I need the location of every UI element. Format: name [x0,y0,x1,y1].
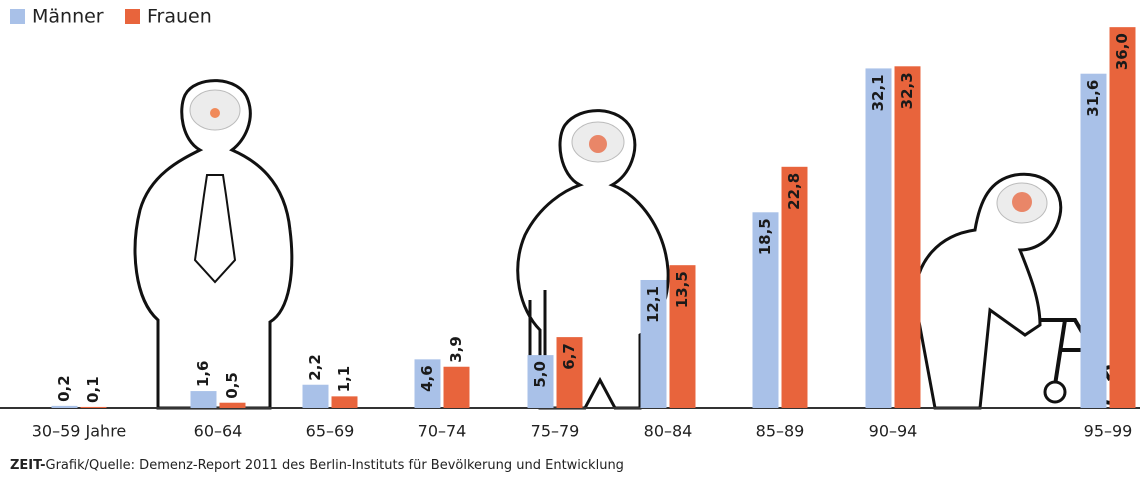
value-label: 32,3 [898,72,916,109]
source-prefix: ZEIT- [10,458,46,473]
bar [80,406,107,408]
value-label: 22,8 [785,173,803,210]
x-tick-label: 65–69 [306,422,355,441]
source-text: Grafik/Quelle: Demenz-Report 2011 des Be… [46,458,624,473]
bar [219,402,246,408]
value-label: 0,1 [84,376,102,403]
brain-spot [589,135,607,153]
value-label: 1,6 [194,360,212,387]
bar [781,166,808,408]
bar [331,396,358,408]
bar [865,68,892,409]
brain-spot [210,108,220,118]
x-tick-label: 85–89 [756,422,805,441]
value-label: 12,1 [644,286,662,323]
bar [669,265,696,408]
bar [51,405,78,408]
brain-spot [1012,192,1032,212]
value-label: 1,1 [335,366,353,393]
bar [894,66,921,409]
value-label: 31,6 [1084,80,1102,117]
x-tick-label: 90–94 [869,422,918,441]
x-tick-label: 80–84 [644,422,693,441]
x-tick-label: 75–79 [531,422,580,441]
bar [752,212,779,408]
bar [443,366,470,408]
x-tick-label: 30–59 Jahre [32,422,127,441]
walker-wheel [1043,380,1067,404]
x-tick-label: 95–99 [1084,422,1133,441]
legend-label: Männer [32,6,104,28]
bar [1080,73,1107,408]
bar [190,391,217,408]
legend-swatch [125,9,140,24]
bar [414,359,441,408]
value-label: 3,9 [447,336,465,363]
legend-label: Frauen [147,6,212,28]
value-label: 6,7 [560,343,578,370]
figure-oldest [913,172,1063,410]
value-label: 18,5 [756,218,774,255]
value-label: 0,2 [55,375,73,402]
value-label: 13,5 [673,271,691,308]
tie [193,174,237,284]
value-label: 2,2 [306,354,324,381]
figure-older [516,109,670,410]
value-label: 32,1 [869,74,887,111]
illustrations [133,79,1132,410]
bar [640,279,667,408]
value-label: 36,0 [1113,33,1131,70]
bar [527,355,554,408]
legend-swatch [10,9,25,24]
bar [556,337,583,408]
x-tick-label: 70–74 [418,422,467,441]
value-label: 0,5 [223,372,241,399]
source: ZEIT-Grafik/Quelle: Demenz-Report 2011 d… [10,458,624,473]
bar [1109,27,1136,408]
value-label: 5,0 [531,361,549,388]
bar [302,384,329,408]
x-tick-label: 60–64 [194,422,243,441]
value-label: 4,6 [418,365,436,392]
